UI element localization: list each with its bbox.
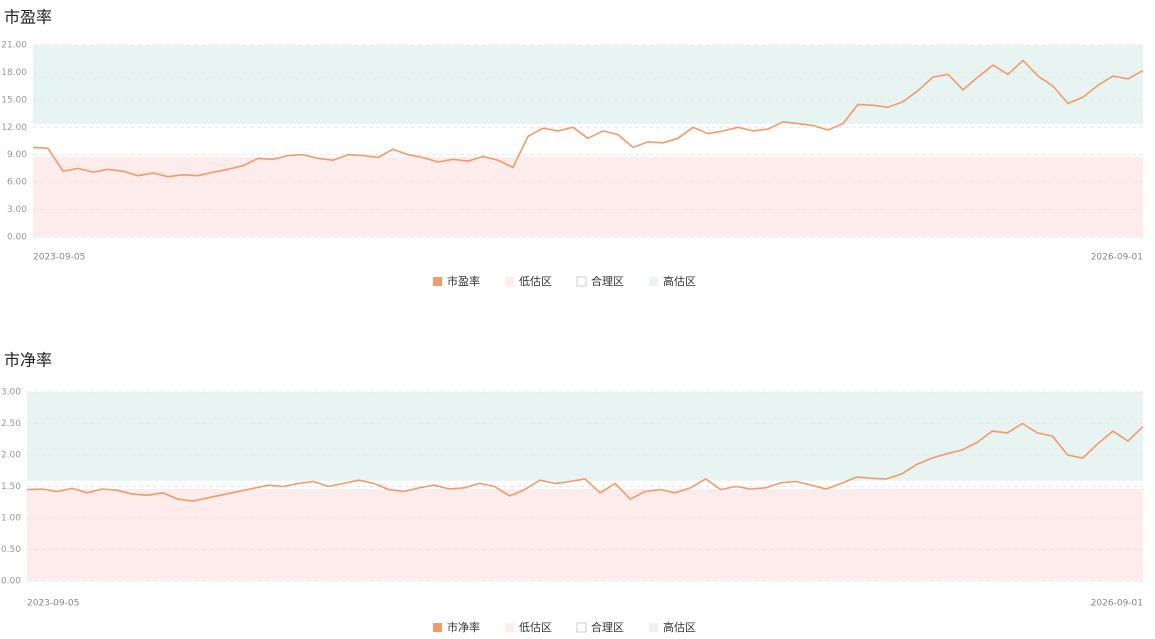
- legend-label[interactable]: 合理区: [591, 620, 624, 634]
- legend-swatch[interactable]: [505, 277, 514, 286]
- zone-band: [33, 157, 1143, 237]
- x-tick-label: 2023-09-05: [27, 599, 79, 609]
- y-tick-label: 1.50: [1, 482, 21, 492]
- zone-band: [27, 392, 1143, 481]
- y-tick-label: 2.00: [1, 451, 21, 461]
- legend-swatch[interactable]: [505, 623, 514, 632]
- legend-swatch[interactable]: [433, 277, 442, 286]
- y-tick-label: 12.00: [1, 123, 27, 133]
- y-tick-label: 15.00: [1, 95, 27, 105]
- legend-swatch[interactable]: [433, 623, 442, 632]
- x-tick-label: 2023-09-05: [33, 253, 85, 263]
- y-tick-label: 9.00: [7, 150, 27, 160]
- legend-label[interactable]: 高估区: [663, 274, 696, 288]
- legend-label[interactable]: 低估区: [519, 275, 552, 288]
- zone-band: [27, 489, 1143, 581]
- y-tick-label: 0.50: [1, 545, 21, 555]
- y-tick-label: 2.50: [1, 419, 21, 429]
- legend-label[interactable]: 市净率: [447, 620, 480, 634]
- zone-band: [33, 123, 1143, 157]
- y-tick-label: 6.00: [7, 178, 27, 188]
- legend-label[interactable]: 合理区: [591, 274, 624, 288]
- series-line: [26, 422, 1144, 502]
- y-tick-label: 3.00: [7, 205, 27, 215]
- legend-label[interactable]: 高估区: [663, 620, 696, 634]
- legend-label[interactable]: 市盈率: [447, 274, 480, 288]
- y-tick-label: 0.00: [1, 577, 21, 587]
- y-tick-label: 18.00: [1, 68, 27, 78]
- x-tick-label: 2026-09-01: [1091, 599, 1143, 609]
- legend-label[interactable]: 低估区: [519, 621, 552, 634]
- y-tick-label: 21.00: [1, 41, 27, 51]
- legend-swatch[interactable]: [576, 276, 587, 287]
- legend-swatch[interactable]: [576, 622, 587, 633]
- x-tick-label: 2026-09-01: [1091, 253, 1143, 263]
- zone-band: [33, 45, 1143, 124]
- chart-title: 市净率: [4, 351, 52, 370]
- y-tick-label: 1.00: [1, 514, 21, 524]
- chart-title: 市盈率: [4, 8, 52, 27]
- zone-band: [27, 480, 1143, 490]
- series-line: [32, 59, 1144, 178]
- legend-swatch[interactable]: [649, 277, 658, 286]
- y-tick-label: 0.00: [7, 233, 27, 243]
- legend-swatch[interactable]: [649, 623, 658, 632]
- y-tick-label: 3.00: [1, 388, 21, 398]
